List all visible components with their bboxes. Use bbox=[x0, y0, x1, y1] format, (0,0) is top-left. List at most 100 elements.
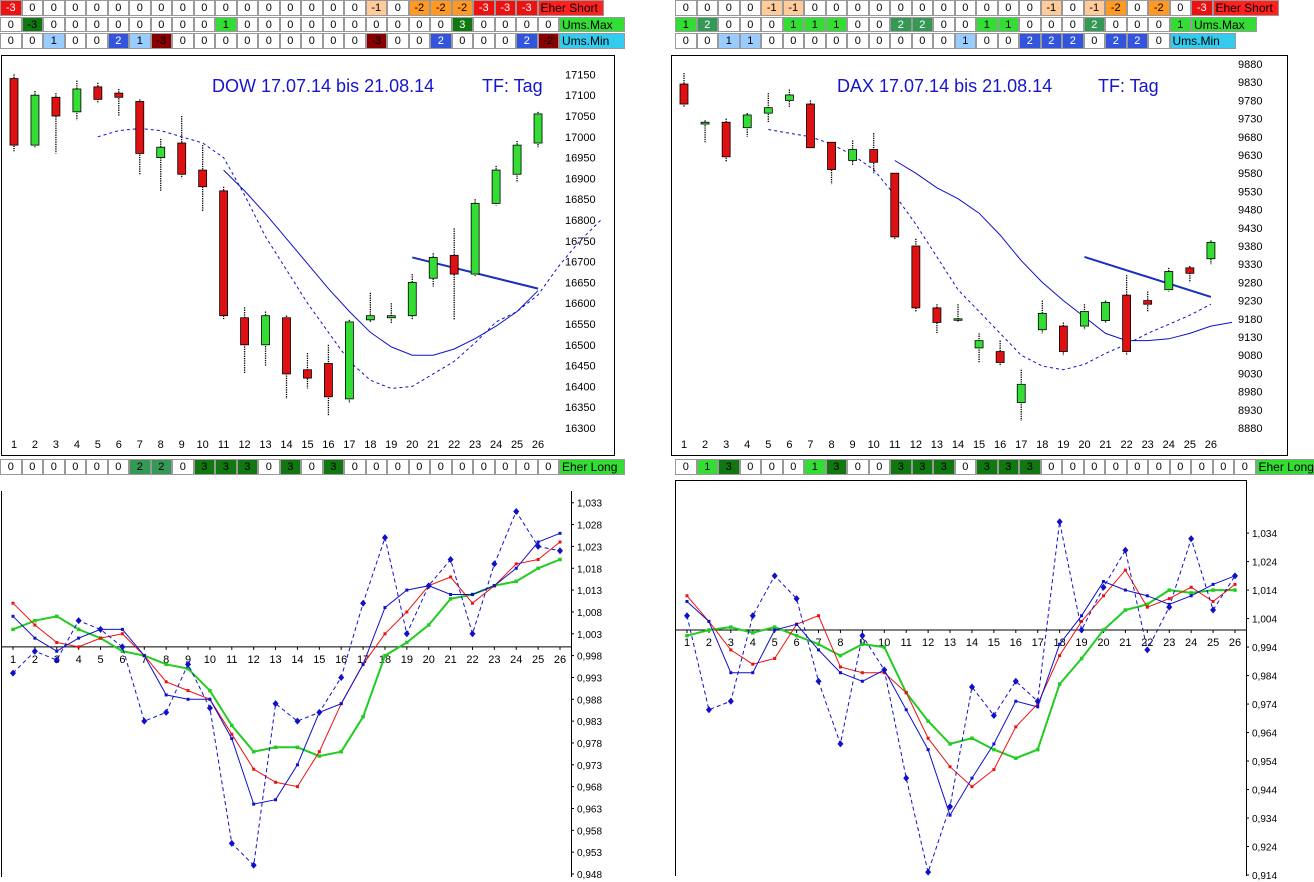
series-point bbox=[706, 706, 712, 713]
x-tick-label: 26 bbox=[554, 654, 566, 666]
candle-body bbox=[387, 316, 395, 318]
series-line bbox=[687, 522, 1235, 873]
series-point bbox=[362, 663, 365, 666]
series-point bbox=[163, 709, 169, 716]
series-point bbox=[427, 623, 431, 627]
series-point bbox=[795, 623, 798, 626]
grid-cell: 2 bbox=[108, 33, 130, 49]
series-point bbox=[33, 624, 36, 627]
y-tick-label: 1,023 bbox=[577, 542, 602, 553]
grid-cell: -2 bbox=[1148, 0, 1170, 16]
series-point bbox=[729, 625, 733, 629]
x-tick-label: 16 bbox=[994, 439, 1006, 451]
y-tick-label: 1,008 bbox=[577, 608, 602, 619]
grid-cell: -3 bbox=[516, 0, 538, 16]
series-point bbox=[861, 671, 864, 674]
grid-cell: 0 bbox=[280, 17, 302, 33]
grid-cell: 0 bbox=[933, 33, 955, 49]
grid-cell: -3 bbox=[495, 0, 517, 16]
grid-cell: 3 bbox=[912, 459, 934, 475]
series-point bbox=[493, 584, 496, 587]
x-tick-label: 21 bbox=[1119, 637, 1131, 649]
series-point bbox=[837, 740, 843, 747]
x-tick-label: 25 bbox=[532, 654, 544, 666]
series-point bbox=[729, 648, 732, 651]
grid-cell: 1 bbox=[804, 17, 826, 33]
x-tick-label: 1 bbox=[11, 439, 17, 451]
candle-body bbox=[262, 316, 270, 345]
grid-cell: 0 bbox=[955, 0, 977, 16]
chart-timeframe: TF: Tag bbox=[482, 76, 543, 96]
grid-cell: 2 bbox=[1062, 33, 1084, 49]
grid-cell: 0 bbox=[869, 33, 891, 49]
grid-cell: 0 bbox=[718, 0, 740, 16]
series-point bbox=[905, 708, 908, 711]
series-point bbox=[750, 612, 756, 619]
series-point bbox=[165, 680, 168, 683]
x-tick-label: 21 bbox=[444, 654, 456, 666]
x-tick-label: 11 bbox=[218, 439, 229, 451]
grid-cell: 0 bbox=[675, 459, 697, 475]
series-point bbox=[1079, 626, 1085, 633]
y-tick-label: 1,024 bbox=[1252, 558, 1277, 569]
series-point bbox=[707, 628, 711, 632]
series-point bbox=[11, 628, 15, 632]
grid-row-label: Ums.Min bbox=[559, 33, 625, 49]
series-point bbox=[77, 628, 81, 632]
series-point bbox=[927, 748, 930, 751]
series-point bbox=[515, 567, 518, 570]
y-tick-label: 16800 bbox=[565, 215, 596, 227]
series-point bbox=[1233, 588, 1237, 592]
y-tick-label: 9080 bbox=[1238, 350, 1262, 362]
x-tick-label: 13 bbox=[944, 637, 956, 649]
series-point bbox=[77, 637, 80, 640]
grid-cell: -3 bbox=[1191, 0, 1213, 16]
grid-cell: 0 bbox=[976, 0, 998, 16]
grid-cell: 0 bbox=[215, 0, 237, 16]
series-line bbox=[687, 576, 1235, 815]
x-tick-label: 6 bbox=[119, 654, 125, 666]
candle-body bbox=[408, 282, 416, 315]
grid-cell: 0 bbox=[86, 33, 108, 49]
x-tick-label: 2 bbox=[32, 654, 38, 666]
y-tick-label: 9230 bbox=[1238, 296, 1262, 308]
grid-cell: 0 bbox=[1019, 0, 1041, 16]
series-point bbox=[795, 634, 799, 638]
y-tick-label: 1,034 bbox=[1252, 529, 1277, 540]
grid-cell: 0 bbox=[22, 33, 44, 49]
candle-body bbox=[324, 364, 332, 397]
y-tick-label: 9580 bbox=[1238, 168, 1262, 180]
grid-cell: 1 bbox=[697, 459, 719, 475]
series-point bbox=[1122, 547, 1128, 554]
grid-cell: 0 bbox=[22, 459, 44, 475]
grid-cell: 2 bbox=[1127, 33, 1149, 49]
x-tick-label: 24 bbox=[490, 439, 502, 451]
candle-body bbox=[1144, 301, 1152, 305]
series-point bbox=[684, 612, 690, 619]
grid-cell: 1 bbox=[826, 17, 848, 33]
x-tick-label: 6 bbox=[794, 637, 800, 649]
candle-body bbox=[1165, 271, 1173, 289]
x-tick-label: 9 bbox=[850, 439, 856, 451]
series-point bbox=[948, 742, 952, 746]
grid-cell: 0 bbox=[826, 0, 848, 16]
candle-body bbox=[1186, 268, 1194, 273]
candle-body bbox=[492, 170, 500, 203]
series-point bbox=[513, 508, 519, 515]
series-point bbox=[1188, 535, 1194, 542]
grid-cell: 0 bbox=[998, 0, 1020, 16]
x-tick-label: 12 bbox=[910, 439, 922, 451]
grid-cell: 0 bbox=[1019, 17, 1041, 33]
y-tick-label: 1,018 bbox=[577, 564, 602, 575]
series-point bbox=[471, 602, 474, 605]
grid-cell: 0 bbox=[495, 33, 517, 49]
candle-body bbox=[996, 352, 1004, 363]
y-tick-label: 16450 bbox=[565, 361, 596, 373]
series-point bbox=[76, 617, 82, 624]
x-tick-label: 14 bbox=[952, 439, 964, 451]
y-tick-label: 1,033 bbox=[577, 499, 602, 510]
